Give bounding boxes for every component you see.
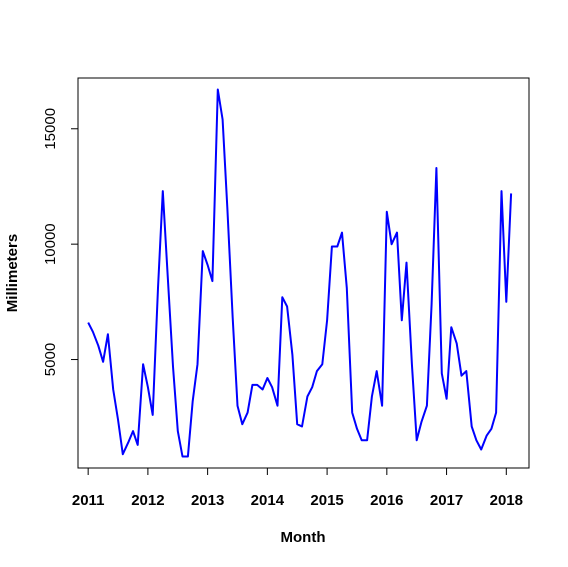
x-tick-label: 2018 — [490, 492, 523, 509]
series-line — [87, 88, 513, 458]
y-tick-label: 10000 — [42, 223, 59, 265]
plot-frame — [77, 77, 530, 469]
y-axis-label: Millimeters — [4, 234, 21, 312]
x-tick-label: 2012 — [131, 492, 164, 509]
y-tick-label: 15000 — [42, 108, 59, 150]
x-axis-label: Month — [281, 529, 326, 546]
y-axis: 5000 10000 15000 — [42, 108, 79, 376]
x-axis: 2011 2012 2013 2014 2015 2016 2017 2018 — [72, 467, 523, 509]
y-tick-label: 5000 — [42, 343, 59, 376]
x-tick-label: 2011 — [72, 492, 105, 509]
x-tick-label: 2017 — [430, 492, 463, 509]
x-tick-label: 2013 — [191, 492, 224, 509]
x-tick-label: 2016 — [370, 492, 403, 509]
x-tick-label: 2015 — [310, 492, 343, 509]
x-tick-label: 2014 — [251, 492, 285, 509]
